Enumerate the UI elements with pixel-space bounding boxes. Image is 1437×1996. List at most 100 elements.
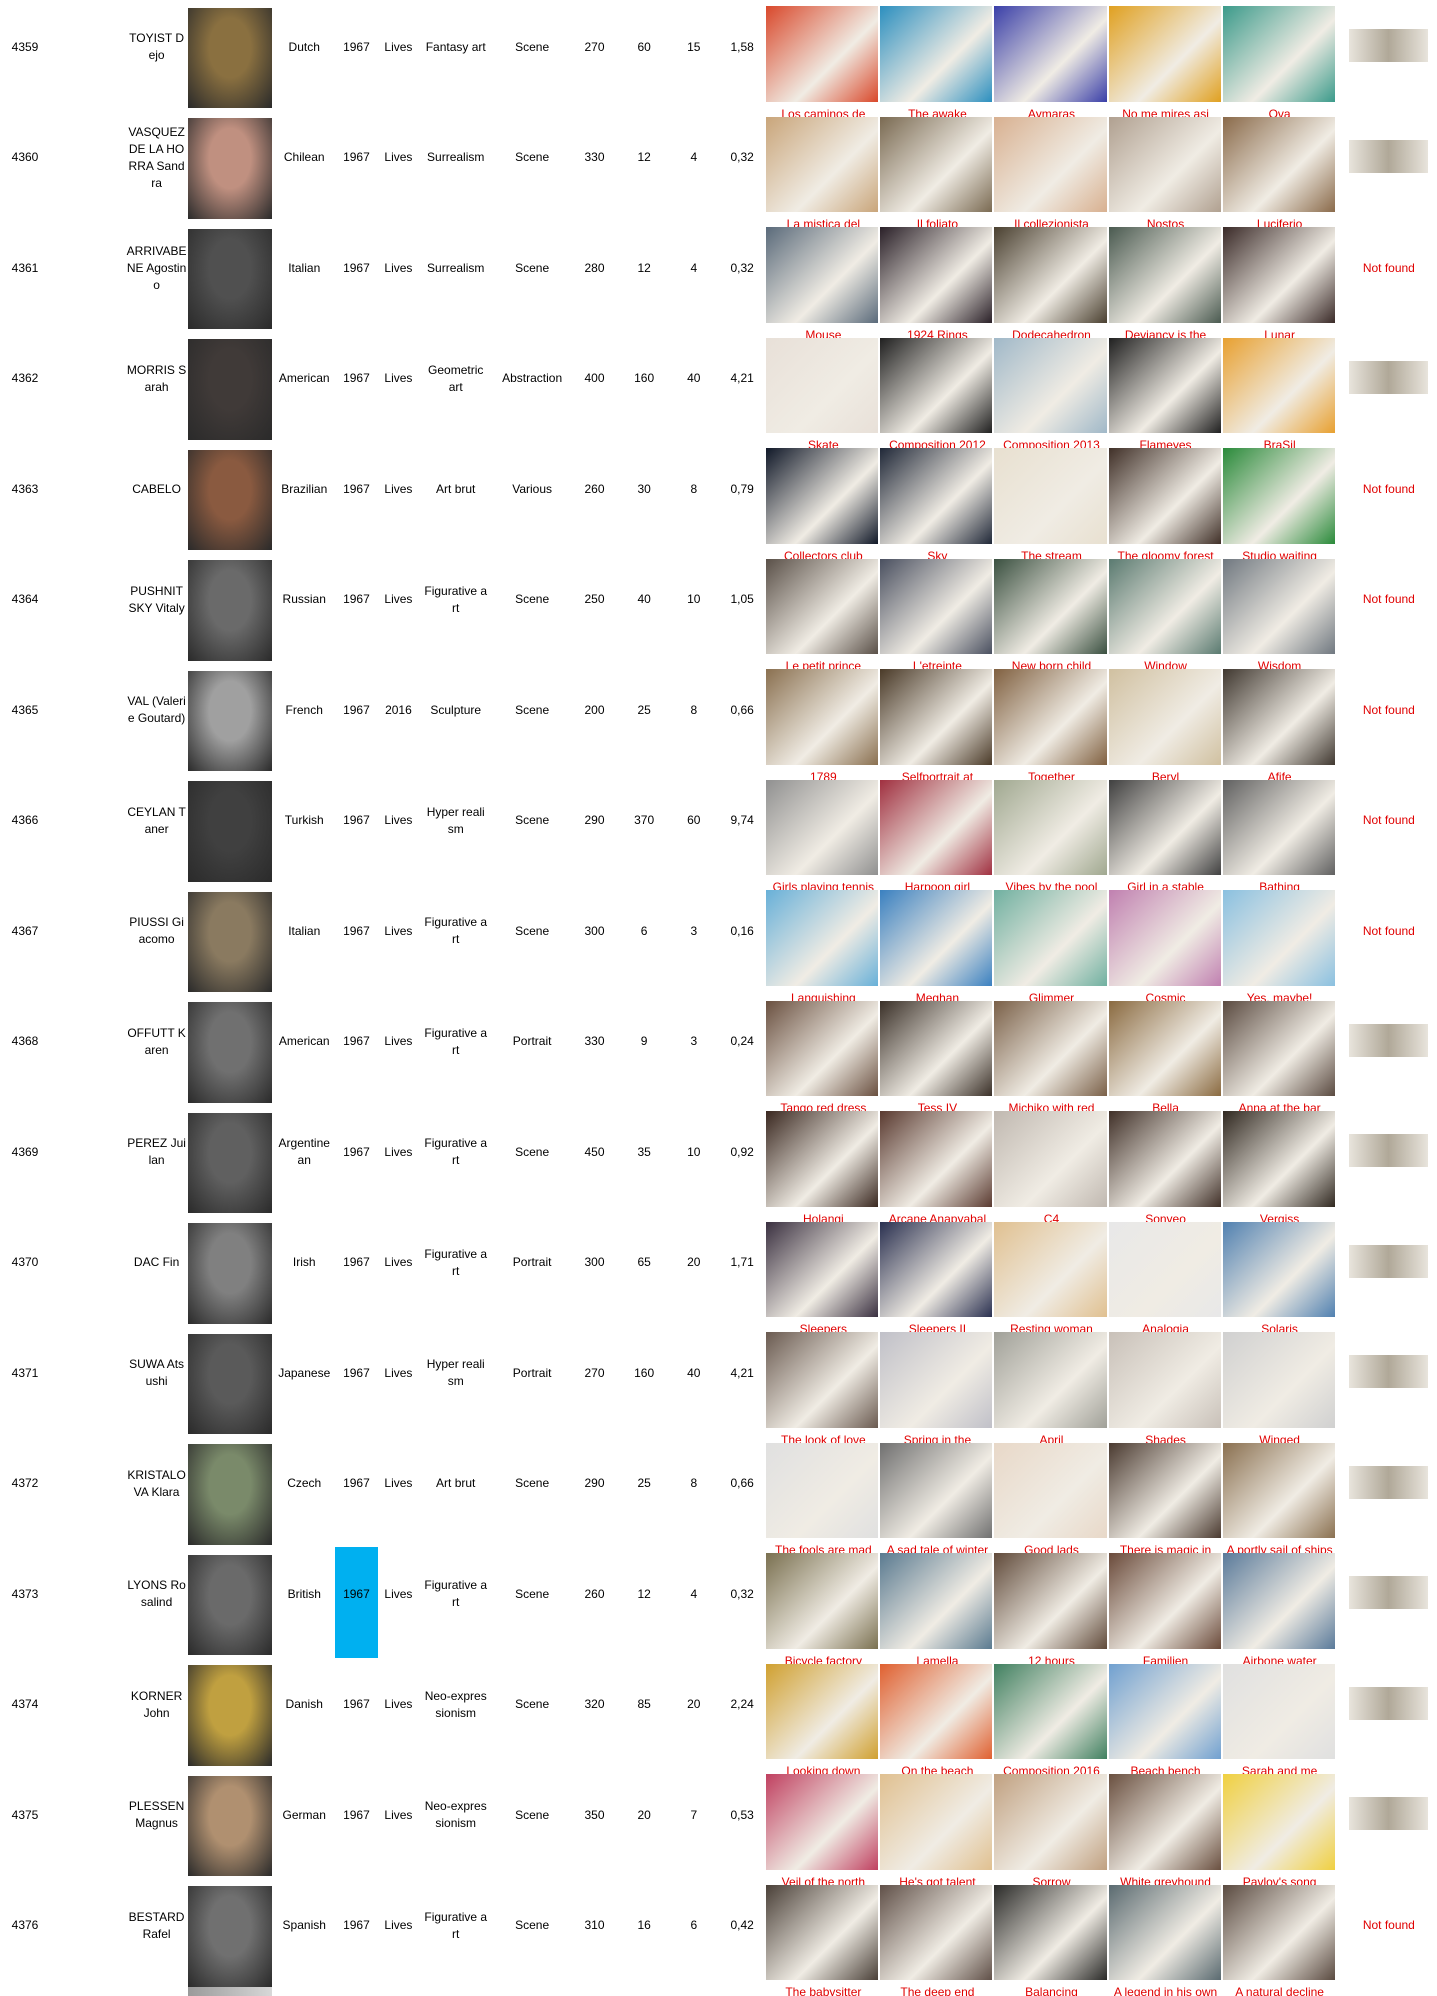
born-cell: 1967 bbox=[343, 371, 370, 386]
genre-cell: Scene bbox=[515, 813, 550, 828]
movement-cell: Figurative art bbox=[424, 915, 488, 947]
price-cell: 300 bbox=[584, 1255, 605, 1270]
artwork-image bbox=[1222, 1442, 1335, 1539]
movement-cell: Fantasy art bbox=[425, 39, 486, 54]
nationality-cell: Italian bbox=[288, 923, 321, 938]
artwork-image bbox=[994, 337, 1107, 434]
n-cell: 3 bbox=[690, 923, 698, 938]
artwork-image bbox=[880, 1774, 993, 1870]
n-cell: 6 bbox=[690, 1918, 698, 1933]
artist-photo bbox=[188, 228, 273, 330]
signature-image bbox=[1349, 1686, 1429, 1720]
artwork-image bbox=[1222, 1884, 1335, 1981]
died-cell: Lives bbox=[384, 813, 413, 828]
n-cell: 9 bbox=[640, 1034, 648, 1049]
born-cell: 1967 bbox=[343, 481, 370, 496]
artwork-image bbox=[1108, 779, 1221, 876]
n-cell: 6 bbox=[640, 923, 648, 938]
artwork-image bbox=[1108, 6, 1221, 102]
movement-cell: Hyper realism bbox=[426, 804, 485, 836]
id-cell: 4359 bbox=[11, 39, 39, 54]
artwork-image bbox=[994, 1884, 1107, 1981]
artwork-image bbox=[766, 1111, 879, 1207]
n-cell: 10 bbox=[687, 592, 701, 607]
name-cell: OFFUTT Karen bbox=[127, 1025, 186, 1057]
artist-photo bbox=[188, 1002, 273, 1103]
artwork-image bbox=[1108, 116, 1221, 213]
artist-photo bbox=[188, 670, 273, 772]
n-cell: 85 bbox=[637, 1697, 651, 1712]
artwork-image bbox=[1108, 890, 1221, 986]
movement-cell: Sculpture bbox=[430, 702, 482, 717]
nationality-cell: American bbox=[278, 1034, 330, 1049]
artwork-image bbox=[994, 6, 1107, 102]
signature-image bbox=[1349, 139, 1429, 173]
price-cell: 250 bbox=[584, 592, 605, 607]
n-cell: 35 bbox=[637, 1144, 651, 1159]
n-cell: 3 bbox=[690, 1034, 698, 1049]
id-cell: 4365 bbox=[11, 702, 39, 717]
n-cell: 10 bbox=[687, 1144, 701, 1159]
artist-photo bbox=[188, 1775, 273, 1877]
genre-cell: Scene bbox=[515, 923, 550, 938]
ratio-cell: 0,32 bbox=[730, 260, 754, 275]
artist-photo bbox=[188, 891, 273, 993]
id-cell: 4368 bbox=[11, 1034, 39, 1049]
n-cell: 65 bbox=[637, 1255, 651, 1270]
n-cell: 160 bbox=[634, 1365, 655, 1380]
movement-cell: Figurative art bbox=[424, 1136, 488, 1168]
died-cell: Lives bbox=[384, 1918, 413, 1933]
movement-cell: Art brut bbox=[436, 481, 476, 496]
artwork-image bbox=[1108, 1000, 1221, 1097]
artwork-image bbox=[994, 1332, 1107, 1428]
artist-photo bbox=[188, 1554, 273, 1656]
ratio-cell: 0,92 bbox=[730, 1144, 754, 1159]
artist-photo bbox=[188, 1444, 273, 1545]
died-cell: Lives bbox=[384, 1807, 413, 1822]
n-cell: 8 bbox=[690, 481, 698, 496]
n-cell: 8 bbox=[690, 1476, 698, 1491]
artwork-image bbox=[1222, 1774, 1335, 1870]
artwork-image bbox=[1222, 337, 1335, 434]
born-cell: 1967 bbox=[343, 1918, 370, 1933]
artwork-image bbox=[1222, 116, 1335, 213]
price-cell: 310 bbox=[584, 1918, 605, 1933]
genre-cell: Portrait bbox=[512, 1034, 552, 1049]
genre-cell: Portrait bbox=[512, 1365, 552, 1380]
id-cell: 4361 bbox=[11, 260, 39, 275]
signature-cell: Not found bbox=[1362, 702, 1415, 717]
signature-cell: Not found bbox=[1362, 1918, 1415, 1933]
died-cell: Lives bbox=[384, 1697, 413, 1712]
artwork-image bbox=[766, 779, 879, 876]
artist-photo bbox=[188, 1112, 273, 1214]
name-cell: CABELO bbox=[132, 481, 181, 496]
artwork-image bbox=[880, 1884, 993, 1981]
died-cell: Lives bbox=[384, 371, 413, 386]
artwork-image bbox=[1222, 6, 1335, 102]
id-cell: 4376 bbox=[11, 1918, 39, 1933]
artwork-image bbox=[1222, 1663, 1335, 1760]
artwork-title: The babysitter bbox=[785, 1985, 862, 1996]
nationality-cell: Chilean bbox=[283, 150, 325, 165]
artist-photo bbox=[188, 1886, 273, 1987]
artwork-image bbox=[766, 1000, 879, 1097]
artwork-image bbox=[880, 116, 993, 213]
born-cell: 1967 bbox=[343, 1476, 370, 1491]
genre-cell: Scene bbox=[515, 1918, 550, 1933]
genre-cell: Various bbox=[512, 481, 552, 496]
artwork-image bbox=[880, 890, 993, 986]
died-cell: Lives bbox=[384, 923, 413, 938]
id-cell: 4362 bbox=[11, 371, 39, 386]
died-cell: Lives bbox=[384, 592, 413, 607]
name-cell: TOYIST Dejo bbox=[129, 31, 185, 63]
artist-photo bbox=[188, 1333, 273, 1435]
artwork-image bbox=[994, 227, 1107, 323]
artwork-title: Balancing bbox=[1025, 1985, 1078, 1996]
nationality-cell: Spanish bbox=[282, 1918, 326, 1933]
artwork-image bbox=[1222, 1111, 1335, 1207]
name-cell: KRISTALOVA Klara bbox=[127, 1467, 186, 1499]
highlight-cell bbox=[334, 1546, 379, 1658]
born-cell: 1967 bbox=[343, 1144, 370, 1159]
born-cell: 1967 bbox=[343, 592, 370, 607]
n-cell: 20 bbox=[687, 1255, 701, 1270]
